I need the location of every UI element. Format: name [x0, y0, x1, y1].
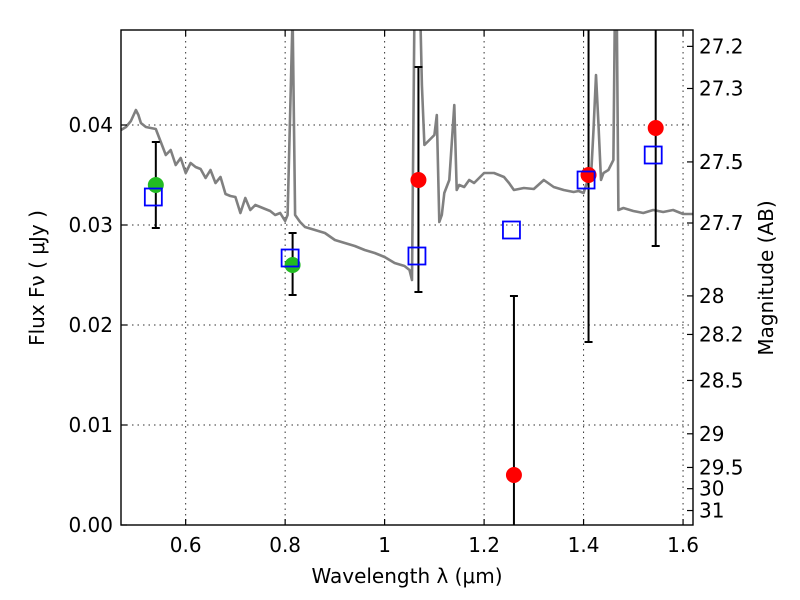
y-axis-label: Flux Fν ( μJy ) — [25, 210, 49, 346]
x-tick-label: 1.6 — [667, 533, 699, 557]
observed-point — [284, 257, 301, 273]
x-axis-label: Wavelength λ (μm) — [311, 564, 502, 588]
y-tick-label: 0.01 — [68, 413, 113, 437]
grid — [121, 30, 693, 525]
x-tick-label: 1 — [378, 533, 391, 557]
y-axis-ticks: 0.00 0.01 0.02 0.03 0.04 — [68, 113, 127, 537]
model-flux-square — [280, 248, 300, 268]
model-flux-square — [502, 220, 521, 240]
y-tick-label: 0.04 — [68, 113, 113, 137]
x-tick-label: 1.2 — [468, 533, 500, 557]
y2-tick-label: 30 — [699, 477, 724, 501]
y2-tick-label: 27.3 — [699, 76, 744, 100]
observed-point — [505, 467, 522, 483]
model-sed-layer — [121, 30, 693, 282]
x-tick-label: 0.6 — [170, 533, 202, 557]
model-flux-layer — [143, 145, 663, 268]
observed-point — [410, 172, 427, 188]
observed-point-layer — [147, 120, 664, 483]
model-flux-square — [576, 170, 596, 190]
y2-tick-label: 27.5 — [699, 150, 744, 174]
observed-point — [647, 120, 664, 136]
model-flux-square — [407, 246, 427, 266]
y2-tick-label: 29 — [699, 422, 724, 446]
y-tick-label: 0.02 — [68, 313, 113, 337]
x-tick-label: 1.4 — [568, 533, 600, 557]
y2-tick-label: 27.7 — [699, 211, 744, 235]
model-flux-square — [643, 145, 663, 165]
x-axis-ticks: 0.6 0.8 1 1.2 1.4 1.6 — [170, 30, 699, 557]
y2-tick-label: 29.5 — [699, 455, 744, 479]
y-tick-label: 0.00 — [68, 513, 113, 537]
model-flux-square — [143, 187, 163, 207]
y2-tick-label: 28 — [699, 284, 724, 308]
y2-tick-label: 28.5 — [699, 368, 744, 392]
y2-axis-label: Magnitude (AB) — [754, 200, 778, 355]
y2-tick-label: 31 — [699, 499, 724, 523]
x-tick-label: 0.8 — [269, 533, 301, 557]
model-sed-line — [121, 30, 693, 282]
y2-tick-label: 28.2 — [699, 322, 744, 346]
y-tick-label: 0.03 — [68, 213, 113, 237]
y2-tick-label: 27.2 — [699, 34, 744, 58]
plot-frame — [120, 29, 694, 526]
